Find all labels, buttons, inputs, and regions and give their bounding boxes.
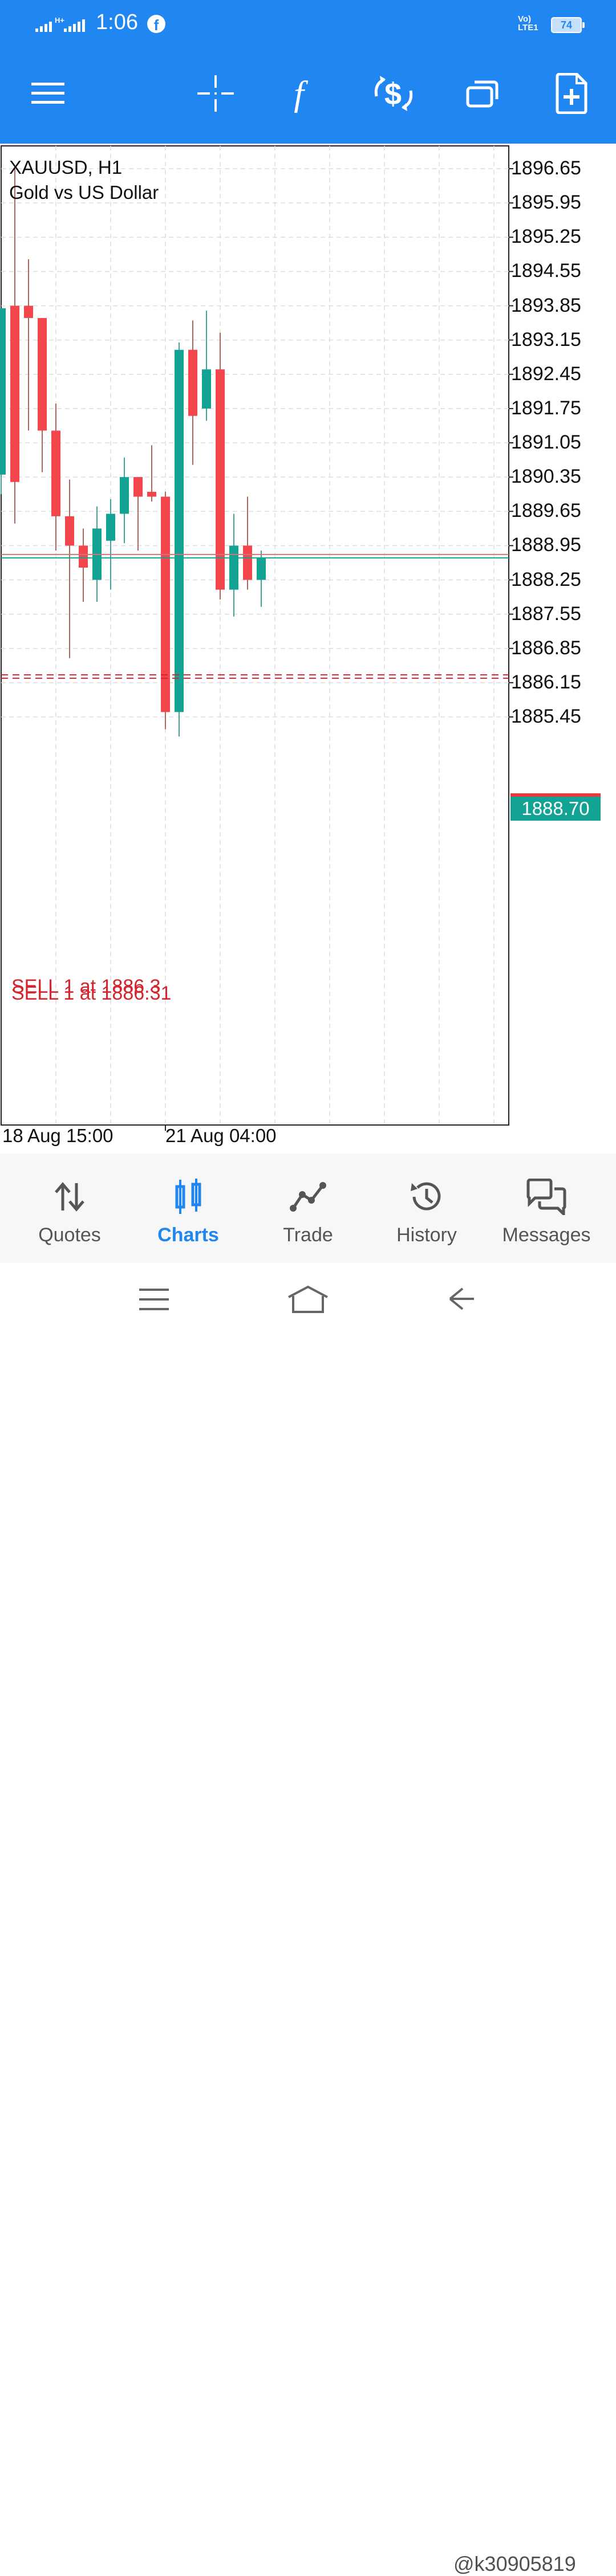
y-tick-label: 1888.95 — [511, 534, 581, 556]
y-tick-label: 1885.45 — [511, 706, 581, 727]
recents-button[interactable] — [131, 1282, 177, 1316]
tab-trade-label: Trade — [283, 1224, 333, 1246]
y-tick-label: 1895.95 — [511, 191, 581, 214]
trade-button[interactable]: $ — [371, 71, 416, 116]
tab-trade[interactable]: Trade — [246, 1154, 370, 1263]
bear-candle — [216, 369, 225, 590]
chart-description: Gold vs US Dollar — [9, 182, 159, 203]
y-tick-label: 1893.15 — [511, 328, 581, 350]
x-label-1: 18 Aug 15:00 — [2, 1125, 114, 1146]
bear-candle — [133, 477, 143, 497]
signal-icon: H+ — [35, 17, 85, 32]
current-price-badge: 1888.70 — [510, 797, 601, 821]
indicators-button[interactable]: f — [282, 71, 327, 116]
bear-candle — [10, 305, 19, 482]
history-icon — [411, 1182, 441, 1210]
crosshair-icon — [197, 75, 234, 112]
new-order-button[interactable] — [549, 71, 594, 116]
svg-text:$: $ — [384, 77, 402, 111]
y-tick-label: 1889.65 — [511, 500, 581, 522]
chart-area[interactable]: XAUUSD, H1 Gold vs US Dollar 1896.65 1895… — [0, 144, 616, 1154]
bear-candle — [161, 496, 170, 712]
y-tick-label: 1887.55 — [511, 602, 581, 625]
status-bar: H+ 1:06 f Vo) LTE1 74 — [0, 0, 616, 48]
network-type: H+ — [55, 17, 64, 25]
menu-button[interactable] — [25, 71, 71, 116]
ask-price-marker — [510, 793, 601, 798]
volte-icon: Vo) LTE1 — [518, 14, 538, 32]
bull-candle — [175, 349, 184, 712]
system-navigation: @k30905819 — [0, 1263, 616, 2575]
bear-candle — [79, 545, 88, 568]
tab-history[interactable]: History — [365, 1154, 488, 1263]
new-order-icon — [556, 73, 587, 114]
home-button[interactable] — [285, 1282, 331, 1316]
chart-symbol: XAUUSD, H1 — [9, 157, 123, 178]
home-icon — [288, 1285, 328, 1313]
trade-line-icon — [290, 1182, 326, 1212]
bear-candle — [65, 516, 74, 546]
facebook-icon: f — [147, 15, 165, 34]
windows-button[interactable] — [460, 71, 505, 116]
y-tick-label: 1895.25 — [511, 226, 581, 248]
tab-charts[interactable]: Charts — [127, 1154, 250, 1263]
back-icon — [449, 1287, 474, 1310]
menu-icon — [31, 83, 64, 104]
status-time: 1:06 — [96, 10, 138, 34]
bear-candle — [38, 317, 47, 431]
x-label-2: 21 Aug 04:00 — [165, 1125, 277, 1146]
trade-icon: $ — [374, 76, 413, 111]
tab-history-label: History — [396, 1224, 457, 1246]
y-tick-label: 1894.55 — [511, 260, 581, 282]
tab-quotes[interactable]: Quotes — [8, 1154, 131, 1263]
bull-candle — [0, 308, 6, 475]
bear-candle — [188, 349, 197, 416]
chart-toolbar: f $ — [0, 48, 616, 144]
y-tick-label: 1896.65 — [511, 157, 581, 179]
sell-order-label: SELL 1 at 1886.3 — [11, 976, 161, 997]
windows-icon — [466, 80, 499, 108]
y-tick-label: 1890.35 — [511, 466, 581, 488]
bear-candle — [243, 545, 252, 580]
battery-icon: 74 — [551, 17, 585, 33]
crosshair-button[interactable] — [193, 71, 238, 116]
quotes-icon — [55, 1182, 84, 1212]
sell-order-label: SELL 1 at 1886.31 — [11, 983, 172, 1004]
bottom-navigation: Quotes Charts Trade — [0, 1154, 616, 1263]
y-tick-label: 1886.85 — [511, 637, 581, 659]
messages-icon — [526, 1179, 566, 1215]
bear-candle — [147, 491, 156, 497]
tab-charts-label: Charts — [157, 1224, 219, 1246]
bull-candle — [202, 369, 211, 409]
svg-text:f: f — [294, 74, 309, 113]
tab-quotes-label: Quotes — [38, 1224, 101, 1246]
back-button[interactable] — [439, 1282, 485, 1316]
y-tick-label: 1891.75 — [511, 397, 581, 419]
bear-candle — [24, 305, 33, 318]
y-tick-label: 1893.85 — [511, 294, 581, 316]
plot-frame — [1, 145, 509, 1126]
function-icon: f — [294, 74, 309, 113]
bull-candle — [229, 545, 238, 590]
charts-icon — [175, 1179, 201, 1214]
bull-candle — [257, 557, 266, 580]
bull-candle — [120, 477, 129, 514]
bear-candle — [51, 430, 60, 516]
y-tick-label: 1886.15 — [511, 671, 581, 693]
watermark: @k30905819 — [453, 2552, 576, 2575]
chart-title: XAUUSD, H1 Gold vs US Dollar — [9, 155, 159, 205]
tab-messages-label: Messages — [502, 1224, 591, 1246]
y-tick-label: 1892.45 — [511, 362, 581, 385]
recents-icon — [139, 1289, 169, 1310]
tab-messages[interactable]: Messages — [485, 1154, 608, 1263]
candlestick-chart[interactable] — [0, 144, 616, 1154]
y-tick-label: 1891.05 — [511, 431, 581, 453]
y-tick-label: 1888.25 — [511, 568, 581, 590]
bull-candle — [106, 513, 115, 541]
